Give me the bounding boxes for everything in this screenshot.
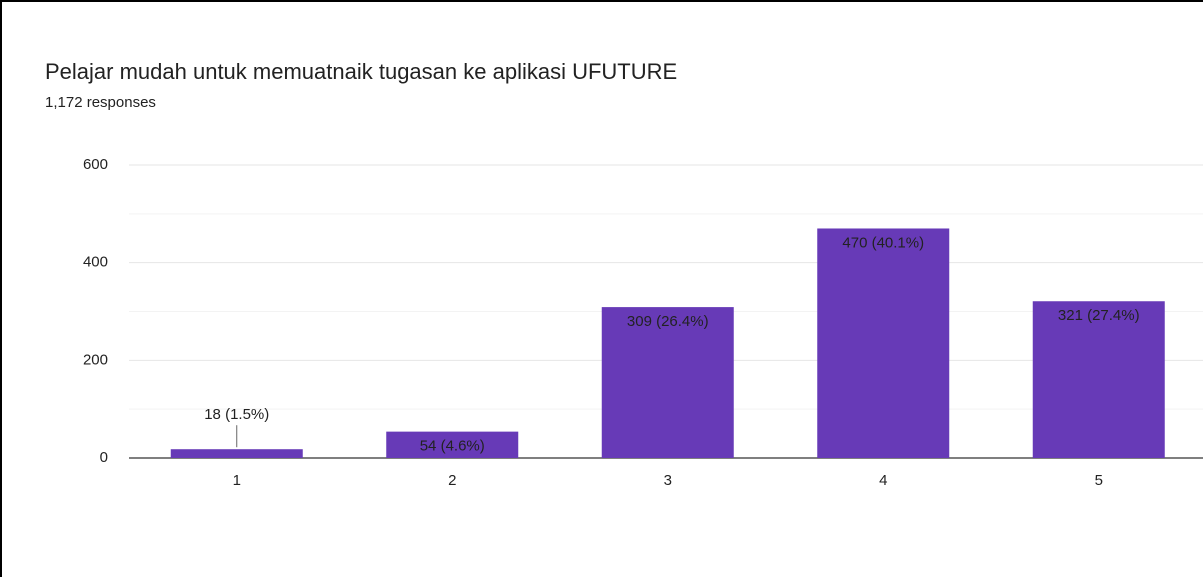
- data-label: 54 (4.6%): [420, 438, 485, 455]
- bar: [170, 449, 303, 458]
- data-label: 309 (26.4%): [627, 313, 709, 330]
- y-tick-label: 400: [83, 254, 108, 271]
- x-tick-label: 1: [233, 472, 241, 489]
- x-tick-label: 3: [664, 472, 672, 489]
- x-tick-label: 2: [448, 472, 456, 489]
- y-tick-label: 200: [83, 351, 108, 368]
- x-tick-label: 4: [879, 472, 887, 489]
- bar: [817, 228, 950, 458]
- data-label: 18 (1.5%): [204, 406, 269, 423]
- data-label: 321 (27.4%): [1058, 307, 1140, 324]
- data-label: 470 (40.1%): [842, 234, 924, 251]
- x-tick-label: 5: [1095, 472, 1103, 489]
- chart-title: Pelajar mudah untuk memuatnaik tugasan k…: [45, 59, 677, 84]
- bar: [1032, 301, 1165, 458]
- bar: [601, 307, 734, 458]
- chart-subtitle: 1,172 responses: [45, 94, 156, 111]
- y-tick-label: 600: [83, 156, 108, 173]
- bar: [386, 431, 519, 458]
- y-tick-label: 0: [100, 449, 108, 466]
